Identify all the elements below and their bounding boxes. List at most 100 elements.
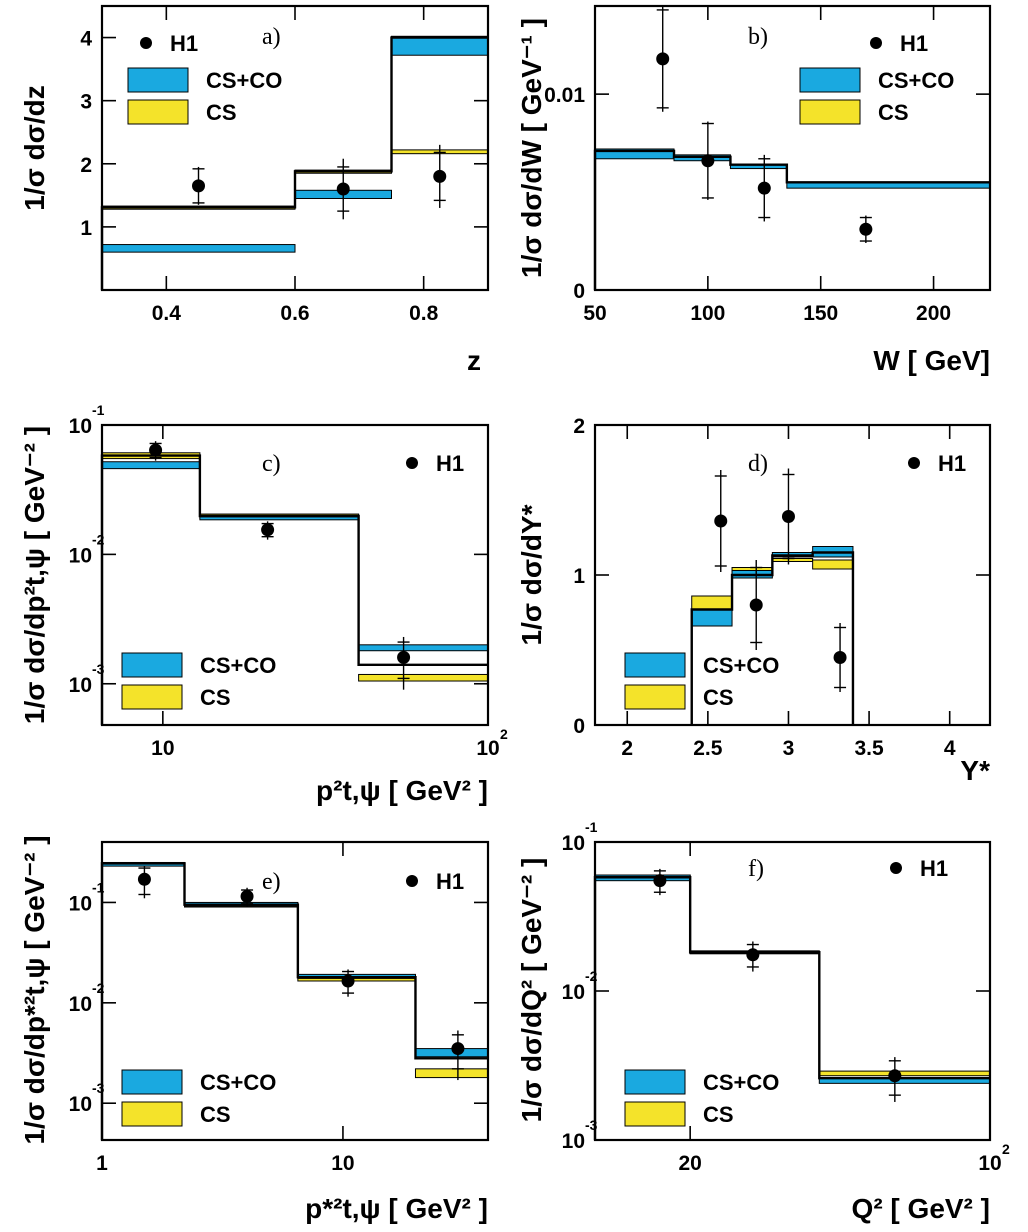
y-tick-exponent: -3 [92,661,105,677]
histogram-outline [593,876,990,1140]
y-tick-exponent: -2 [92,980,105,996]
h1-data-point [397,650,411,664]
legend-cs-swatch [799,99,861,125]
y-axis-label: 1/σ dσ/dp*²t,ψ [ GeV⁻² ] [19,835,50,1144]
legend-h1-marker [890,862,902,874]
h1-data-point [336,182,350,196]
y-tick-label: 3 [80,91,92,114]
legend-h1-label: H1 [436,869,464,894]
x-tick-label: 2.5 [693,737,723,760]
h1-data-point [833,651,847,664]
h1-data-point [137,872,151,886]
y-tick-label: 10 [562,1130,585,1153]
legend-h1-marker [406,457,418,469]
x-tick-label: 3.5 [854,737,884,760]
legend-cs-label: CS [703,1102,734,1127]
legend-cs-swatch [121,1101,183,1127]
cs-co-band [391,35,489,56]
legend-cs-co-label: CS+CO [200,653,276,678]
plot-frame [100,423,490,727]
y-tick-label: 1 [573,565,585,588]
legend-cs-co-swatch [121,1069,183,1095]
legend-cs-co-label: CS+CO [878,68,954,93]
x-tick-label: 150 [803,302,838,325]
plot-frame [593,4,992,292]
x-tick-label: 10 [978,1152,1001,1175]
x-tick-label: 3 [783,737,795,760]
y-tick-exponent: -1 [92,879,105,895]
legend-cs-co-swatch [624,1069,686,1095]
y-tick-exponent: -2 [585,968,598,984]
x-tick-label: 10 [476,737,499,760]
plot-frame [593,840,992,1142]
h1-data-point [240,889,254,903]
cs-band [691,595,733,610]
histogram-outline [690,551,855,725]
panel-letter: f) [748,856,764,882]
legend-cs-swatch [127,99,189,125]
legend-cs-swatch [624,1101,686,1127]
legend-h1-label: H1 [938,451,966,476]
x-tick-label: 10 [331,1152,354,1175]
x-axis-label: W [ GeV] [873,345,990,376]
panel-letter: a) [262,24,281,50]
y-tick-label: 0 [573,280,585,303]
cs-band [812,559,854,570]
y-axis-label: 1/σ dσ/dY* [516,504,547,645]
legend-cs-label: CS [703,685,734,710]
plot-frame [593,423,992,727]
x-tick-label: 0.4 [152,302,182,325]
histogram-outline [593,149,990,290]
x-axis-label: p*²t,ψ [ GeV² ] [305,1193,488,1224]
legend-cs-label: CS [200,685,231,710]
legend-h1-marker [140,37,152,49]
x-axis-label: Q² [ GeV² ] [852,1193,990,1224]
legend-h1-label: H1 [170,31,198,56]
y-tick-label: 4 [80,28,92,51]
cs-co-band [358,644,489,652]
legend-h1-marker [406,875,418,887]
x-tick-label: 4 [944,737,956,760]
x-axis-label: Y* [960,755,990,786]
h1-data-point [433,169,447,183]
legend-cs-co-label: CS+CO [200,1070,276,1095]
panel-letter: e) [262,869,281,895]
cs-co-band [691,609,733,627]
y-tick-label: 1 [80,217,92,240]
y-axis-label: 1/σ dσ/dW [ GeV⁻¹ ] [516,18,547,278]
cs-co-band [101,461,201,470]
x-tick-label: 100 [690,302,725,325]
h1-data-point [701,154,715,168]
x-tick-exponent: 2 [500,726,508,742]
histogram-outline [100,862,488,1140]
legend-cs-label: CS [206,100,237,125]
panel-a: 0.4 0.6 0.8 1 2 3 4 a) H1 CS+CO CS 1/σ dσ/dz z [19,4,490,376]
legend-h1-marker [870,37,882,49]
legend-h1-label: H1 [436,451,464,476]
x-tick-label: 1 [96,1152,108,1175]
h1-data-point [714,514,728,528]
x-axis-label: p²t,ψ [ GeV² ] [316,775,488,806]
h1-data-point [757,181,771,195]
x-axis-label: z [467,345,481,376]
y-tick-exponent: -3 [585,1117,598,1133]
y-axis-label: 1/σ dσ/dQ² [ GeV⁻² ] [516,858,547,1123]
x-tick-label: 20 [678,1152,701,1175]
h1-data-point [192,179,205,193]
panel-letter: b) [748,24,768,50]
h1-data-point [451,1042,465,1056]
legend-cs-co-swatch [624,652,686,678]
legend-h1-label: H1 [900,31,928,56]
y-tick-label: 10 [69,674,92,697]
h1-data-point [653,874,667,888]
legend-cs-swatch [624,684,686,710]
y-tick-label: 10 [562,832,585,855]
x-tick-label: 200 [916,302,951,325]
legend-h1-marker [908,457,920,469]
x-tick-exponent: 2 [1002,1141,1010,1157]
legend-cs-co-label: CS+CO [206,68,282,93]
y-tick-exponent: -2 [92,531,105,547]
